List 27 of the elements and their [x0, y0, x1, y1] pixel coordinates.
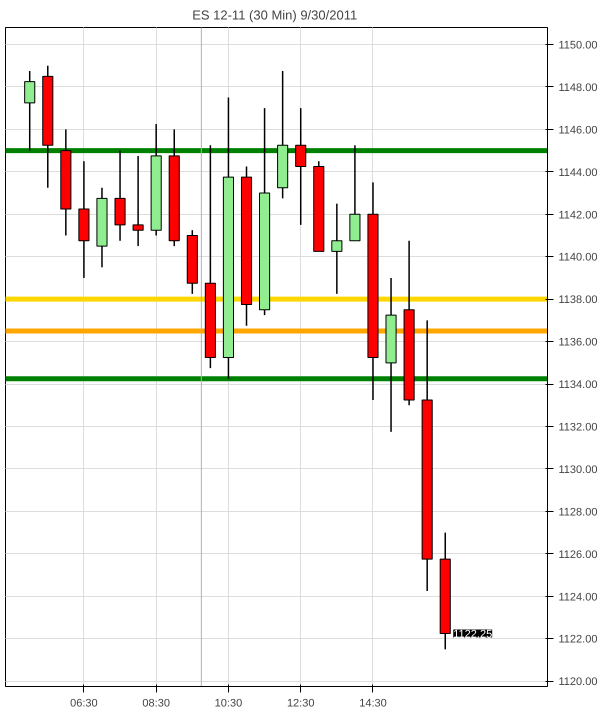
candlestick: [24, 70, 36, 152]
y-tick-label: 1146.00: [558, 124, 598, 136]
candlestick: [331, 202, 342, 295]
y-tick-label: 1138.00: [558, 294, 598, 306]
x-tick-label: 06:30: [70, 698, 98, 710]
y-tick-label: 1150.00: [558, 39, 598, 52]
y-tick-label: 1132.00: [558, 422, 598, 434]
x-tick-label: 08:30: [142, 698, 170, 710]
chart-title: ES 12-11 (30 Min) 9/30/2011: [192, 8, 358, 22]
x-tick-label: 12:30: [286, 698, 314, 710]
y-tick-label: 1142.00: [558, 209, 598, 222]
candlestick: [132, 155, 144, 247]
y-tick-label: 1120.00: [558, 676, 598, 688]
y-tick-label: 1124.00: [558, 591, 598, 604]
y-tick-label: 1144.00: [558, 166, 598, 179]
y-tick-label: 1134.00: [558, 379, 598, 392]
y-tick-label: 1148.00: [558, 82, 598, 94]
y-tick-label: 1130.00: [558, 464, 598, 476]
y-tick-label: 1136.00: [558, 336, 598, 349]
x-tick-label: 10:30: [214, 698, 242, 710]
y-tick-label: 1140.00: [558, 252, 598, 264]
y-tick-label: 1122.00: [558, 634, 598, 646]
x-tick-label: 14:30: [359, 698, 387, 710]
y-tick-label: 1126.00: [558, 548, 598, 561]
y-tick-label: 1128.00: [558, 506, 598, 518]
annotation: 1122.25: [453, 628, 492, 640]
candlestick: [295, 107, 306, 226]
